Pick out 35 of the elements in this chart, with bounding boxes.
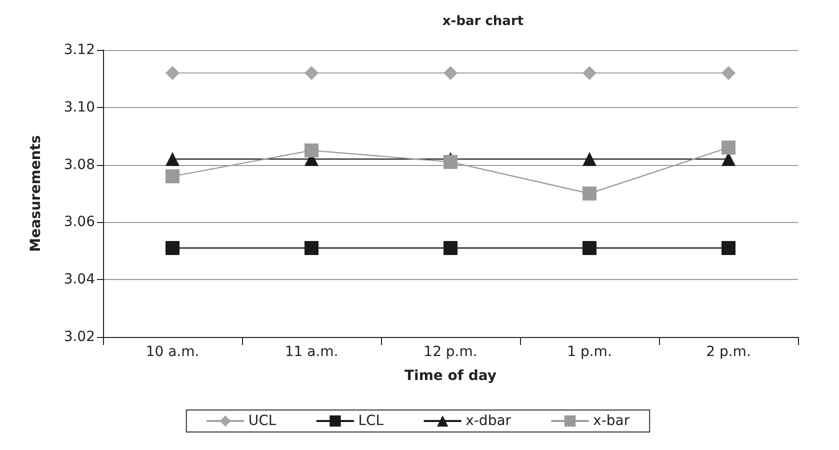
y-tick-label: 3.12 [64, 42, 95, 58]
point [304, 241, 318, 256]
point [304, 143, 318, 158]
x-tick-label: 12 p.m. [424, 344, 478, 360]
point [582, 241, 596, 256]
x-axis-title: Time of day [404, 368, 497, 384]
legend-label: x-bar [593, 413, 630, 429]
x-tick-label: 11 a.m. [284, 344, 338, 360]
point [582, 152, 596, 166]
point [582, 66, 596, 80]
point [722, 140, 736, 155]
y-tick-label: 3.06 [64, 214, 96, 230]
x-tick-label: 1 p.m. [567, 344, 612, 360]
point [444, 66, 458, 80]
point [722, 241, 736, 256]
legend-label: UCL [248, 413, 276, 429]
point [304, 66, 318, 80]
legend-label: x-dbar [466, 413, 512, 429]
point [722, 66, 736, 80]
point [166, 66, 180, 80]
legend-label: LCL [358, 413, 384, 429]
y-tick-label: 3.02 [64, 329, 95, 345]
x-tick-label: 10 a.m. [146, 344, 200, 360]
point [166, 169, 180, 184]
y-tick-label: 3.04 [64, 272, 96, 288]
y-tick-label: 3.10 [64, 99, 95, 116]
chart-title: x-bar chart [442, 14, 524, 29]
point [582, 186, 596, 200]
x-tick-label: 2 p.m. [706, 344, 751, 360]
point [444, 241, 458, 256]
y-axis-title: Measurements [28, 135, 44, 252]
y-tick-label: 3.08 [64, 156, 95, 173]
point [166, 241, 180, 256]
point [444, 154, 458, 169]
point [166, 152, 180, 166]
